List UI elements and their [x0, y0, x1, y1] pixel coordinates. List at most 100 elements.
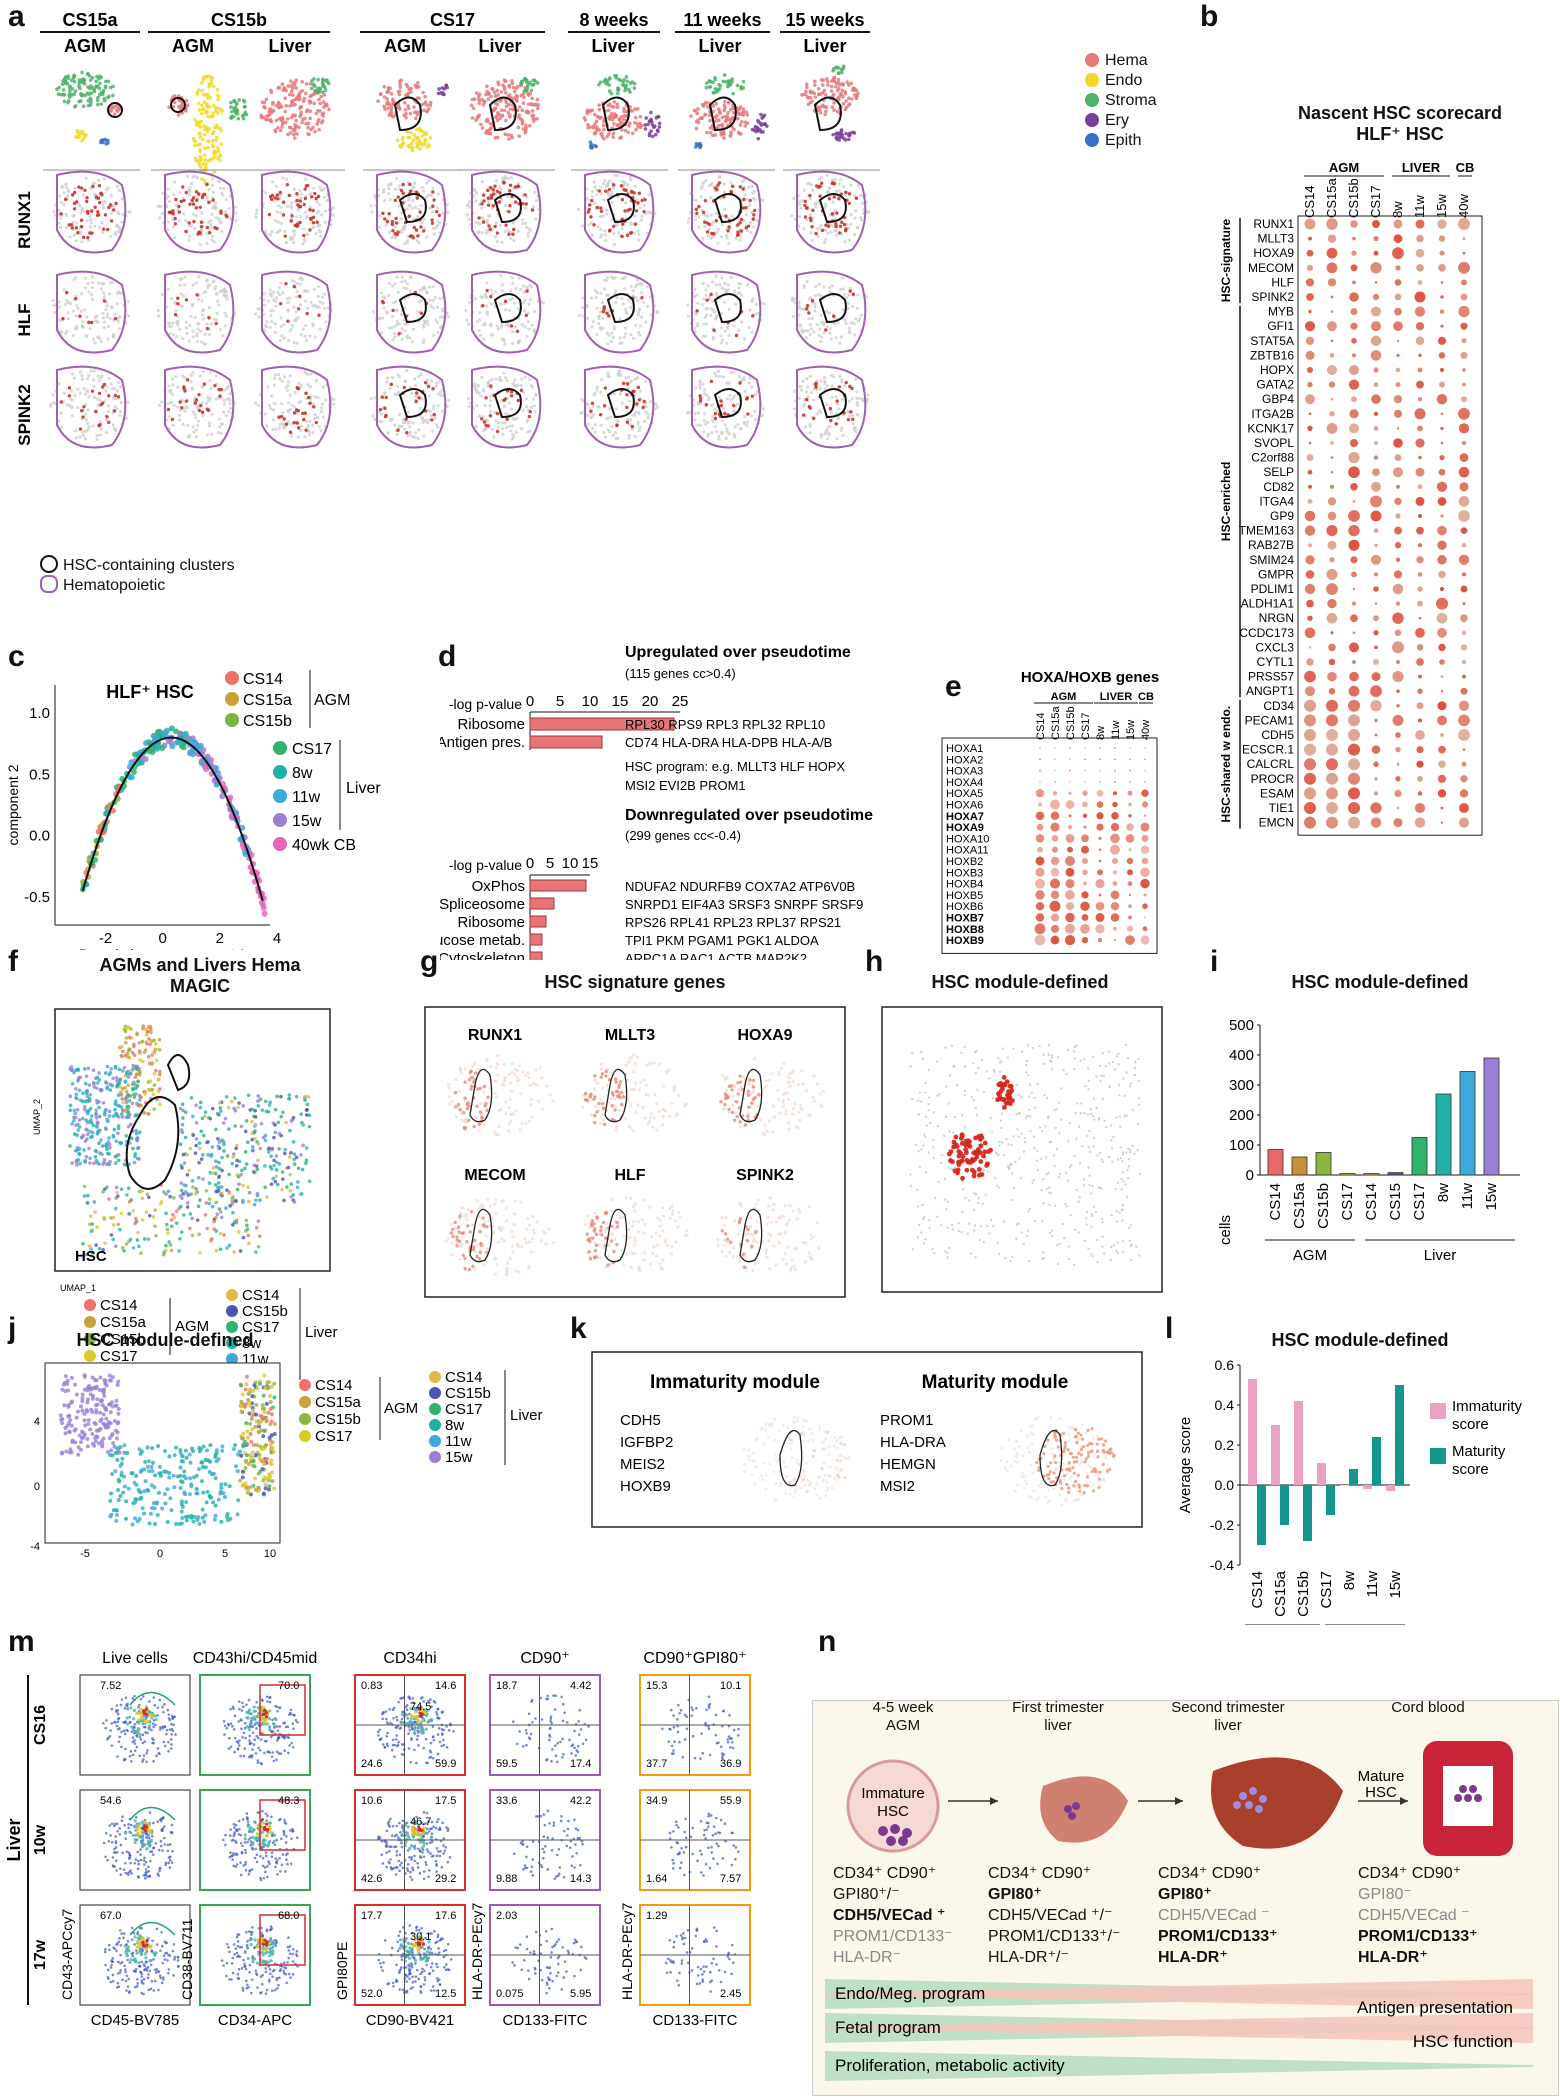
expression-dot [1393, 395, 1403, 404]
expression-dot [1415, 219, 1425, 229]
cell-point [86, 235, 90, 240]
cell-point [637, 428, 641, 433]
cell-point [813, 293, 817, 298]
cell-point [228, 392, 232, 396]
cell-point [413, 377, 417, 381]
cell-point [313, 395, 317, 399]
cell-point [855, 400, 859, 405]
cell-point [289, 79, 293, 83]
cell-point [174, 334, 179, 339]
cell-point [416, 436, 420, 441]
cell-point [402, 318, 406, 322]
expression-plot [685, 365, 766, 449]
cell-point [103, 200, 107, 204]
cell-point [96, 210, 100, 214]
expression-dot [1304, 525, 1316, 536]
cell-point [711, 280, 715, 284]
tissue-header: Liver [591, 36, 634, 56]
cell-point [73, 89, 78, 93]
cell-point [619, 120, 623, 125]
cell-point [446, 398, 451, 403]
cell-point [526, 102, 531, 107]
cell-point [523, 325, 527, 329]
cell-point [488, 227, 492, 231]
expression-dot [1393, 234, 1403, 243]
cell-point [216, 299, 220, 303]
cell-point [213, 207, 217, 211]
cell-point [624, 74, 629, 79]
cell-point [647, 119, 652, 123]
cell-point [389, 107, 394, 111]
cell-point [859, 193, 863, 197]
cell-point [844, 321, 848, 326]
cell-point [322, 187, 326, 191]
cell-point [738, 123, 743, 127]
expression-dot [1418, 353, 1422, 358]
cell-point [71, 76, 76, 80]
expression-plot [254, 365, 336, 449]
cell-point [725, 114, 730, 119]
cell-point [723, 99, 727, 104]
cell-point [738, 221, 742, 225]
cell-point [607, 83, 611, 87]
cell-point [476, 114, 480, 119]
cell-point [124, 416, 128, 421]
cell-point [74, 428, 78, 432]
cell-point [595, 388, 599, 392]
cell-point [89, 91, 94, 96]
cell-point [488, 131, 493, 136]
cell-point [729, 180, 733, 185]
cell-point [378, 214, 382, 218]
cell-point [322, 195, 327, 199]
key-hematopoietic: Hematopoietic [63, 577, 166, 594]
cell-point [407, 197, 411, 202]
cell-point [841, 433, 845, 437]
cell-point [496, 425, 500, 429]
cell-point [728, 134, 733, 139]
cell-point [268, 107, 273, 111]
cell-point [286, 132, 290, 137]
cell-point [71, 220, 75, 224]
cell-point [293, 97, 298, 102]
cell-point [803, 215, 808, 219]
cell-point [184, 320, 188, 324]
cell-point [382, 104, 386, 109]
cell-point [403, 306, 407, 310]
cell-point [99, 102, 104, 106]
cell-point [101, 230, 105, 234]
cell-point [839, 335, 843, 339]
expression-dot [1458, 218, 1470, 230]
cell-point [304, 299, 308, 303]
cell-point [214, 106, 218, 110]
cell-point [425, 378, 429, 382]
cell-point [693, 287, 697, 292]
cell-point [716, 369, 720, 374]
cell-point [720, 419, 724, 423]
cell-point [693, 411, 698, 416]
cell-point [420, 185, 424, 190]
cell-point [194, 281, 198, 285]
expression-dot [1306, 249, 1314, 257]
cell-point [724, 214, 728, 218]
cell-point [107, 394, 111, 398]
cell-point [203, 192, 207, 196]
cell-point [535, 116, 539, 121]
cell-point [64, 182, 68, 186]
cell-point [166, 187, 170, 191]
cell-point [586, 122, 590, 127]
cell-point [812, 398, 816, 402]
cell-point [792, 196, 796, 200]
gene-label: ITGA2B [1251, 407, 1294, 421]
cell-point [637, 232, 641, 237]
hsc-cluster-outline [488, 96, 517, 132]
cell-point [303, 196, 308, 201]
cell-point [421, 90, 425, 95]
cell-point [57, 208, 61, 212]
cell-point [193, 227, 197, 231]
cell-point [426, 322, 430, 327]
cell-point [744, 423, 749, 428]
cell-point [86, 72, 90, 76]
cell-point [373, 418, 377, 422]
cell-point [383, 406, 387, 411]
cell-point [500, 114, 505, 118]
